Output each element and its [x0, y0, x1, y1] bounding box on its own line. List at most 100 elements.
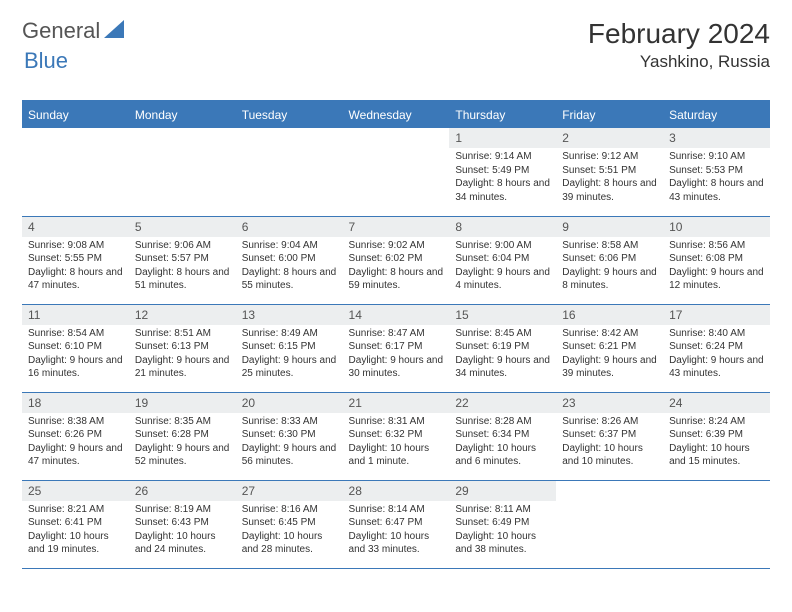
- sunrise-text: Sunrise: 8:38 AM: [28, 415, 123, 429]
- calendar-cell: 20Sunrise: 8:33 AMSunset: 6:30 PMDayligh…: [236, 392, 343, 480]
- sunrise-text: Sunrise: 8:35 AM: [135, 415, 230, 429]
- sunrise-text: Sunrise: 9:14 AM: [455, 150, 550, 164]
- daylight-text: Daylight: 8 hours and 43 minutes.: [669, 177, 764, 204]
- day-details: Sunrise: 8:56 AMSunset: 6:08 PMDaylight:…: [663, 237, 770, 297]
- sunrise-text: Sunrise: 8:47 AM: [349, 327, 444, 341]
- sunrise-text: Sunrise: 8:21 AM: [28, 503, 123, 517]
- sunset-text: Sunset: 6:32 PM: [349, 428, 444, 442]
- day-number: 8: [449, 217, 556, 237]
- day-number: 26: [129, 481, 236, 501]
- col-thursday: Thursday: [449, 101, 556, 128]
- calendar-cell: 2Sunrise: 9:12 AMSunset: 5:51 PMDaylight…: [556, 128, 663, 216]
- day-number: 29: [449, 481, 556, 501]
- calendar-row: 18Sunrise: 8:38 AMSunset: 6:26 PMDayligh…: [22, 392, 770, 480]
- calendar-head: Sunday Monday Tuesday Wednesday Thursday…: [22, 101, 770, 128]
- calendar-cell: 9Sunrise: 8:58 AMSunset: 6:06 PMDaylight…: [556, 216, 663, 304]
- day-details: Sunrise: 8:26 AMSunset: 6:37 PMDaylight:…: [556, 413, 663, 473]
- day-details: Sunrise: 8:14 AMSunset: 6:47 PMDaylight:…: [343, 501, 450, 561]
- day-number: 10: [663, 217, 770, 237]
- sunrise-text: Sunrise: 8:42 AM: [562, 327, 657, 341]
- day-details: Sunrise: 9:12 AMSunset: 5:51 PMDaylight:…: [556, 148, 663, 208]
- sunset-text: Sunset: 6:28 PM: [135, 428, 230, 442]
- day-details: Sunrise: 8:51 AMSunset: 6:13 PMDaylight:…: [129, 325, 236, 385]
- daylight-text: Daylight: 9 hours and 52 minutes.: [135, 442, 230, 469]
- day-details: Sunrise: 8:24 AMSunset: 6:39 PMDaylight:…: [663, 413, 770, 473]
- calendar-cell: 29Sunrise: 8:11 AMSunset: 6:49 PMDayligh…: [449, 480, 556, 568]
- daylight-text: Daylight: 10 hours and 24 minutes.: [135, 530, 230, 557]
- calendar-cell: [129, 128, 236, 216]
- sunset-text: Sunset: 6:24 PM: [669, 340, 764, 354]
- sunset-text: Sunset: 5:49 PM: [455, 164, 550, 178]
- calendar-cell: 13Sunrise: 8:49 AMSunset: 6:15 PMDayligh…: [236, 304, 343, 392]
- calendar-cell: 18Sunrise: 8:38 AMSunset: 6:26 PMDayligh…: [22, 392, 129, 480]
- sunrise-text: Sunrise: 9:12 AM: [562, 150, 657, 164]
- day-details: Sunrise: 9:14 AMSunset: 5:49 PMDaylight:…: [449, 148, 556, 208]
- sunset-text: Sunset: 5:55 PM: [28, 252, 123, 266]
- sunrise-text: Sunrise: 9:06 AM: [135, 239, 230, 253]
- calendar-cell: 10Sunrise: 8:56 AMSunset: 6:08 PMDayligh…: [663, 216, 770, 304]
- sunset-text: Sunset: 5:57 PM: [135, 252, 230, 266]
- day-number: 9: [556, 217, 663, 237]
- daylight-text: Daylight: 10 hours and 19 minutes.: [28, 530, 123, 557]
- title-block: February 2024 Yashkino, Russia: [588, 18, 770, 72]
- day-number: 22: [449, 393, 556, 413]
- day-number: 19: [129, 393, 236, 413]
- day-details: Sunrise: 8:42 AMSunset: 6:21 PMDaylight:…: [556, 325, 663, 385]
- sunset-text: Sunset: 6:19 PM: [455, 340, 550, 354]
- col-wednesday: Wednesday: [343, 101, 450, 128]
- sunset-text: Sunset: 6:49 PM: [455, 516, 550, 530]
- daylight-text: Daylight: 8 hours and 51 minutes.: [135, 266, 230, 293]
- calendar-row: 11Sunrise: 8:54 AMSunset: 6:10 PMDayligh…: [22, 304, 770, 392]
- daylight-text: Daylight: 9 hours and 56 minutes.: [242, 442, 337, 469]
- calendar-cell: [663, 480, 770, 568]
- daylight-text: Daylight: 8 hours and 39 minutes.: [562, 177, 657, 204]
- sunset-text: Sunset: 6:41 PM: [28, 516, 123, 530]
- daylight-text: Daylight: 9 hours and 39 minutes.: [562, 354, 657, 381]
- sunset-text: Sunset: 6:10 PM: [28, 340, 123, 354]
- day-number: 12: [129, 305, 236, 325]
- sunset-text: Sunset: 6:04 PM: [455, 252, 550, 266]
- day-number: 20: [236, 393, 343, 413]
- daylight-text: Daylight: 9 hours and 30 minutes.: [349, 354, 444, 381]
- calendar-cell: 4Sunrise: 9:08 AMSunset: 5:55 PMDaylight…: [22, 216, 129, 304]
- day-details: Sunrise: 9:00 AMSunset: 6:04 PMDaylight:…: [449, 237, 556, 297]
- sunset-text: Sunset: 6:45 PM: [242, 516, 337, 530]
- day-number: 11: [22, 305, 129, 325]
- calendar-cell: 14Sunrise: 8:47 AMSunset: 6:17 PMDayligh…: [343, 304, 450, 392]
- sunrise-text: Sunrise: 8:56 AM: [669, 239, 764, 253]
- col-monday: Monday: [129, 101, 236, 128]
- day-details: Sunrise: 9:08 AMSunset: 5:55 PMDaylight:…: [22, 237, 129, 297]
- sunset-text: Sunset: 6:43 PM: [135, 516, 230, 530]
- daylight-text: Daylight: 8 hours and 55 minutes.: [242, 266, 337, 293]
- sunset-text: Sunset: 6:08 PM: [669, 252, 764, 266]
- calendar-cell: 12Sunrise: 8:51 AMSunset: 6:13 PMDayligh…: [129, 304, 236, 392]
- calendar-cell: 25Sunrise: 8:21 AMSunset: 6:41 PMDayligh…: [22, 480, 129, 568]
- calendar-cell: 23Sunrise: 8:26 AMSunset: 6:37 PMDayligh…: [556, 392, 663, 480]
- logo-triangle-icon: [104, 20, 124, 43]
- sunset-text: Sunset: 5:53 PM: [669, 164, 764, 178]
- daylight-text: Daylight: 9 hours and 47 minutes.: [28, 442, 123, 469]
- day-number: 6: [236, 217, 343, 237]
- col-tuesday: Tuesday: [236, 101, 343, 128]
- daylight-text: Daylight: 9 hours and 34 minutes.: [455, 354, 550, 381]
- logo-blue-row: Blue: [24, 48, 68, 74]
- calendar-cell: 21Sunrise: 8:31 AMSunset: 6:32 PMDayligh…: [343, 392, 450, 480]
- sunrise-text: Sunrise: 8:28 AM: [455, 415, 550, 429]
- sunrise-text: Sunrise: 9:00 AM: [455, 239, 550, 253]
- calendar-cell: [556, 480, 663, 568]
- day-number: 23: [556, 393, 663, 413]
- day-details: Sunrise: 8:49 AMSunset: 6:15 PMDaylight:…: [236, 325, 343, 385]
- sunrise-text: Sunrise: 9:10 AM: [669, 150, 764, 164]
- daylight-text: Daylight: 9 hours and 21 minutes.: [135, 354, 230, 381]
- sunrise-text: Sunrise: 8:54 AM: [28, 327, 123, 341]
- header: General February 2024 Yashkino, Russia: [22, 18, 770, 72]
- day-number: 18: [22, 393, 129, 413]
- calendar-cell: 11Sunrise: 8:54 AMSunset: 6:10 PMDayligh…: [22, 304, 129, 392]
- sunrise-text: Sunrise: 8:26 AM: [562, 415, 657, 429]
- day-details: Sunrise: 8:16 AMSunset: 6:45 PMDaylight:…: [236, 501, 343, 561]
- daylight-text: Daylight: 9 hours and 16 minutes.: [28, 354, 123, 381]
- sunrise-text: Sunrise: 9:02 AM: [349, 239, 444, 253]
- daylight-text: Daylight: 10 hours and 6 minutes.: [455, 442, 550, 469]
- calendar-cell: 7Sunrise: 9:02 AMSunset: 6:02 PMDaylight…: [343, 216, 450, 304]
- day-details: Sunrise: 8:54 AMSunset: 6:10 PMDaylight:…: [22, 325, 129, 385]
